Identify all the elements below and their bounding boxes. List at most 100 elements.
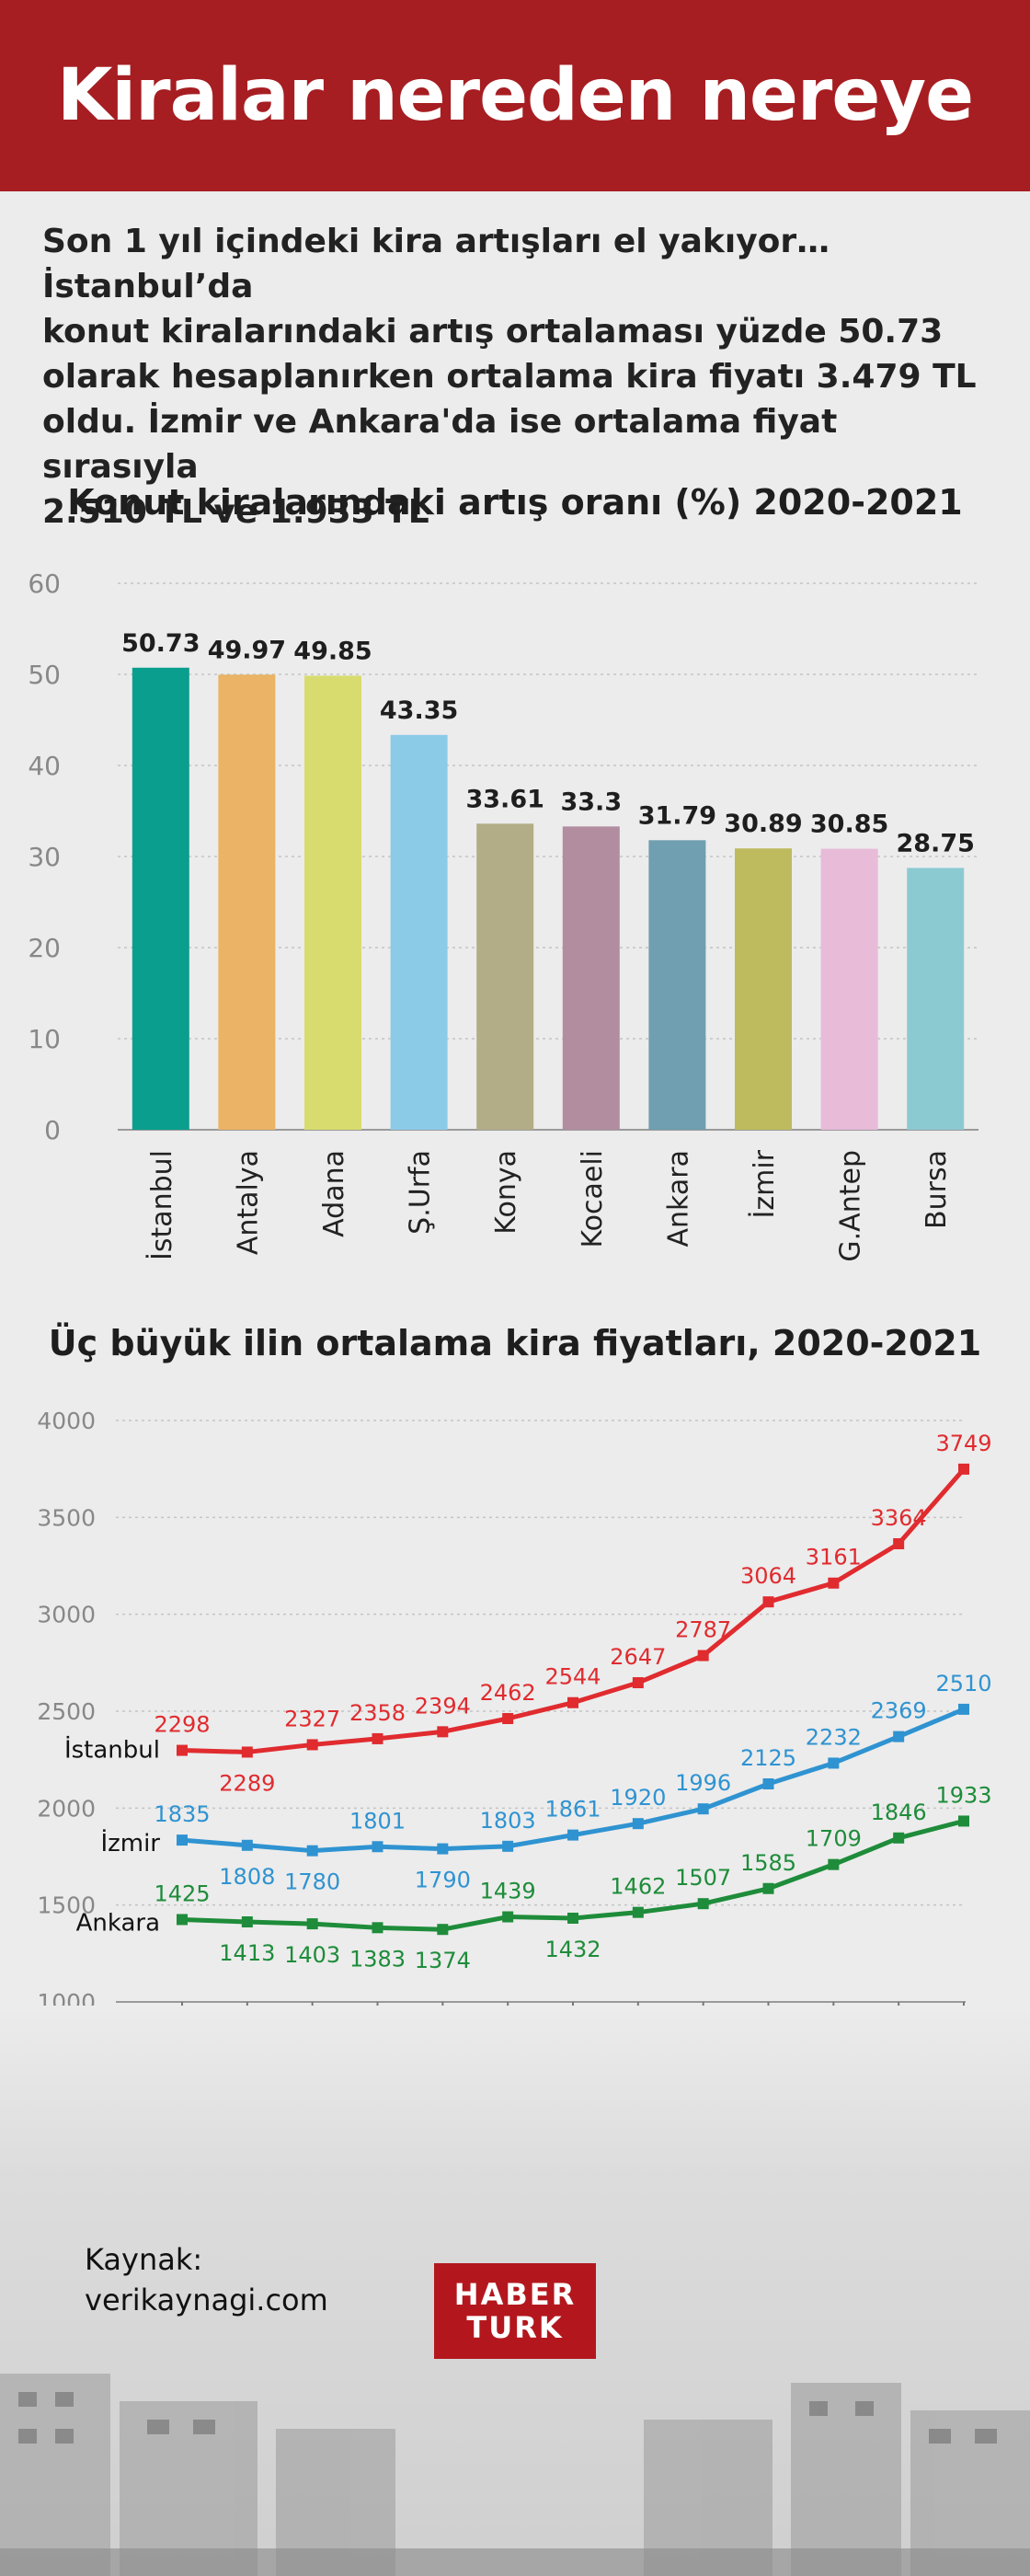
data-label: 2125 [740, 1745, 796, 1771]
x-category-label: Konya [490, 1150, 522, 1235]
data-point [762, 1596, 774, 1608]
bar [820, 848, 878, 1130]
data-label: 2647 [610, 1644, 666, 1670]
data-point [632, 1818, 644, 1830]
bar [476, 823, 534, 1130]
bar-value-label: 33.61 [465, 785, 544, 813]
bar [562, 826, 620, 1130]
y-tick-label: 20 [28, 933, 61, 963]
data-label: 3161 [806, 1545, 862, 1570]
data-point [893, 1832, 905, 1844]
data-label: 1432 [544, 1937, 601, 1962]
data-label: 1996 [675, 1770, 731, 1796]
y-tick-label: 10 [28, 1024, 61, 1054]
data-label: 2289 [219, 1770, 275, 1796]
data-label: 1780 [284, 1869, 340, 1895]
haberturk-logo: HABER TURK [434, 2263, 596, 2359]
header-banner: Kiralar nereden nereye [0, 0, 1030, 191]
data-label: 1709 [806, 1826, 862, 1852]
bar-value-label: 33.3 [560, 788, 622, 816]
x-category-label: Ş.Urfa [405, 1150, 437, 1235]
data-label: 2369 [871, 1698, 927, 1724]
bar [304, 675, 361, 1130]
data-label: 1413 [219, 1940, 275, 1966]
data-point [241, 1839, 253, 1851]
bar-chart-title: Konut kiralarındaki artış oranı (%) 2020… [67, 482, 963, 523]
data-label: 2787 [675, 1617, 731, 1643]
intro-line: 2.510 TL ve 1.933 TL [42, 493, 429, 531]
x-category-label: Antalya [232, 1150, 264, 1255]
data-point [241, 1915, 253, 1927]
data-label: 1790 [415, 1868, 471, 1893]
y-tick-label: 2000 [37, 1795, 96, 1822]
data-label: 1462 [610, 1874, 666, 1900]
intro-line: oldu. İzmir ve Ankara'da ise ortalama fi… [42, 403, 838, 486]
data-point [828, 1757, 840, 1769]
x-category-label: İzmir [748, 1149, 781, 1218]
data-point [567, 1829, 578, 1841]
data-label: 2544 [544, 1664, 601, 1690]
data-point [958, 1463, 969, 1475]
data-point [437, 1843, 449, 1855]
intro-line: olarak hesaplanırken ortalama kira fiyat… [42, 358, 977, 396]
data-point [177, 1914, 188, 1926]
data-label: 2394 [415, 1693, 471, 1719]
data-label: 1835 [154, 1801, 210, 1827]
data-label: 3064 [740, 1563, 796, 1589]
data-label: 3749 [935, 1431, 991, 1456]
bar-value-label: 30.89 [724, 810, 802, 838]
y-tick-label: 3500 [37, 1504, 96, 1531]
data-point [306, 1739, 318, 1751]
buildings-illustration [0, 2374, 1030, 2576]
bar-value-label: 28.75 [896, 829, 974, 857]
data-point [697, 1898, 709, 1910]
data-point [893, 1537, 905, 1549]
y-tick-label: 50 [28, 660, 61, 690]
bar [735, 848, 792, 1130]
x-category-label: Bursa [921, 1150, 953, 1229]
data-label: 2298 [154, 1712, 210, 1738]
data-point [893, 1731, 905, 1742]
y-tick-label: 4000 [37, 1408, 96, 1434]
data-label: 2327 [284, 1706, 340, 1731]
data-point [372, 1841, 383, 1853]
data-point [306, 1918, 318, 1930]
data-label: 1585 [740, 1850, 796, 1876]
data-point [958, 1815, 969, 1827]
y-tick-label: 0 [44, 1115, 61, 1145]
x-category-label: Kocaeli [577, 1150, 609, 1248]
data-label: 1439 [480, 1879, 536, 1904]
x-category-label: İstanbul [145, 1150, 178, 1260]
bar [907, 868, 965, 1130]
data-point [241, 1746, 253, 1758]
x-category-label: Ankara [662, 1150, 694, 1247]
data-label: 1801 [349, 1808, 406, 1834]
bar [390, 734, 448, 1130]
intro-line: Son 1 yıl içindeki kira artışları el yak… [42, 223, 830, 305]
intro-line: konut kiralarındaki artış ortalaması yüz… [42, 313, 944, 351]
bar-chart: 0 10 20 30 40 50 60 50.73 İstanbul 49.97 Antalya 49… [28, 569, 978, 1262]
data-point [177, 1744, 188, 1756]
bar-value-label: 30.85 [810, 811, 888, 839]
data-point [697, 1803, 709, 1815]
data-label: 1403 [284, 1942, 340, 1968]
y-tick-label: 3000 [37, 1602, 96, 1628]
y-tick-label: 1500 [37, 1892, 96, 1919]
data-point [567, 1912, 578, 1924]
data-point [762, 1778, 774, 1789]
x-category-label: G.Antep [835, 1150, 867, 1262]
data-point [828, 1858, 840, 1870]
data-label: 2232 [806, 1724, 862, 1750]
data-label: 1803 [480, 1808, 536, 1834]
data-label: 2510 [935, 1671, 991, 1696]
data-label: 1383 [349, 1946, 406, 1972]
logo-line1: HABER [453, 2277, 577, 2312]
series-name-label: İzmir [100, 1828, 160, 1857]
data-label: 1425 [154, 1880, 210, 1906]
data-point [372, 1732, 383, 1744]
data-point [502, 1713, 514, 1725]
series-name-label: Ankara [76, 1909, 160, 1937]
data-label: 1933 [935, 1782, 991, 1808]
data-point [502, 1840, 514, 1852]
bar-value-label: 50.73 [121, 629, 200, 658]
